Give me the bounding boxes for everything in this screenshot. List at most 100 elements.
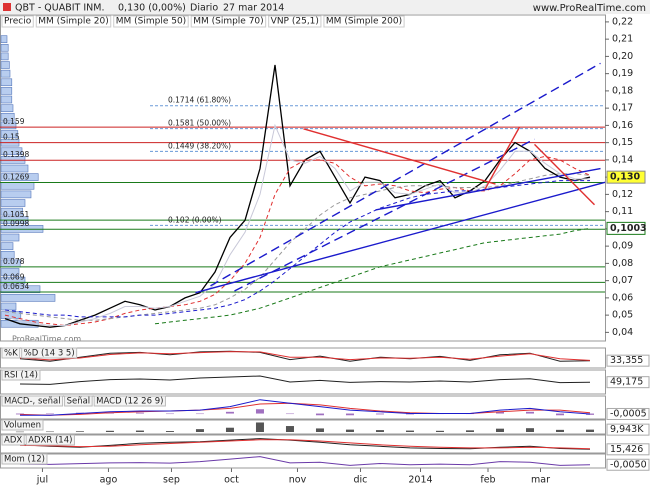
volume-profile-bar: [0, 190, 32, 199]
panel-frame: [0, 419, 606, 435]
panel-legend: Mom (12): [4, 455, 45, 465]
y-tick-label: 0,14: [612, 154, 633, 165]
panel-legend-box: [25, 434, 75, 446]
y-tick-label: 0,20: [612, 51, 633, 62]
y-tick-label: 0,06: [612, 292, 633, 303]
panel-frame: [0, 369, 606, 395]
x-tick-label: ago: [100, 475, 118, 486]
panel-legend: Señal: [67, 397, 91, 407]
value-tag-label: 0,130: [610, 172, 640, 183]
bar: [15, 413, 24, 415]
trendline: [484, 126, 521, 190]
watermark: ProRealTime.com: [12, 335, 81, 344]
series-line: [4, 155, 591, 327]
y-tick-label: 0,18: [612, 85, 633, 96]
volume-profile-bar: [0, 87, 13, 95]
bar: [15, 431, 24, 433]
bar: [195, 429, 204, 432]
bar: [555, 413, 564, 416]
plot-frame: [0, 14, 606, 342]
panel-value-tag: [606, 423, 650, 436]
y-tick-label: 0,19: [612, 68, 633, 79]
panel-value-label: -0,0005: [610, 408, 647, 419]
volume-profile-bar: [0, 242, 14, 250]
x-tick-label: mar: [531, 475, 550, 486]
volume-profile-bar: [0, 164, 29, 173]
bar: [375, 430, 384, 432]
bar: [225, 411, 234, 414]
volume-profile-bar: [0, 104, 14, 112]
bar: [165, 431, 174, 432]
volume-profile-bar: [0, 147, 23, 156]
volume-profile-bar: [0, 294, 56, 302]
fib-label: 0.1449 (38.20%): [168, 141, 231, 150]
panel-value-tag: [606, 376, 650, 389]
panel-legend: RSI (14): [4, 371, 38, 381]
value-tag-label: 0,1003: [610, 223, 647, 234]
legend-box: [323, 15, 405, 28]
volume-profile-bar: [0, 276, 26, 285]
trendline: [303, 128, 496, 185]
bar: [345, 413, 354, 416]
bar: [525, 411, 534, 414]
panel-frame: [0, 453, 606, 469]
bar: [75, 431, 84, 432]
y-tick-label: 0,07: [612, 275, 633, 286]
volume-profile-bar: [0, 233, 20, 242]
panel-value-tag: [606, 354, 650, 367]
bar: [315, 428, 324, 432]
series-line: [19, 456, 591, 466]
icon: [3, 3, 11, 11]
series-line: [4, 64, 591, 328]
volume-profile-bar: [0, 112, 15, 121]
legend-entry: VNP (25,1): [271, 17, 319, 27]
volume-profile-bar: [0, 52, 9, 61]
panel-legend: Volumen: [4, 421, 41, 431]
y-tick-label: 0,11: [612, 206, 633, 217]
y-tick-label: 0,21: [612, 34, 633, 45]
bar: [285, 426, 294, 432]
panel-legend-box: [21, 347, 78, 359]
level-label: 0.159: [3, 117, 25, 126]
panel-legend-box: [1, 419, 44, 431]
series-line: [19, 402, 591, 416]
x-tick-label: 2014: [408, 475, 432, 486]
panel-frame: [0, 434, 606, 454]
bar: [405, 430, 414, 432]
bar: [495, 428, 504, 432]
bar: [585, 413, 594, 415]
x-tick-label: sep: [163, 475, 180, 486]
legend-box: [113, 15, 189, 28]
panel-legend-box: [64, 395, 93, 407]
trendline: [195, 181, 606, 294]
panel-legend-box: [1, 434, 25, 446]
trendline: [234, 138, 535, 292]
legend-box: [35, 15, 112, 28]
level-label: 0.0634: [3, 282, 29, 291]
bar: [195, 413, 204, 415]
bar: [285, 413, 294, 415]
bar: [135, 430, 144, 432]
bar: [525, 428, 534, 432]
bar: [375, 413, 384, 415]
header-bar: [0, 0, 650, 14]
quote: 0,130 (0,00%): [118, 3, 186, 14]
x-tick-label: feb: [480, 475, 495, 486]
series-line: [20, 399, 591, 416]
series-line: [19, 439, 591, 450]
volume-profile-bar: [0, 250, 15, 259]
series-line: [19, 350, 591, 362]
trendline: [533, 143, 595, 206]
series-line: [154, 227, 591, 325]
panel-value-tag: [606, 407, 650, 420]
y-tick-label: 0,22: [612, 16, 633, 27]
level-label: 0.15: [3, 133, 20, 142]
fib-label: 0.102 (0.00%): [168, 215, 222, 224]
panel-value-tag: [606, 458, 650, 471]
bar: [255, 422, 264, 432]
y-tick-label: 0,16: [612, 120, 633, 131]
bar: [315, 413, 324, 416]
trendline: [210, 62, 601, 287]
symbol: QBT - QUABIT INM.: [15, 3, 104, 14]
